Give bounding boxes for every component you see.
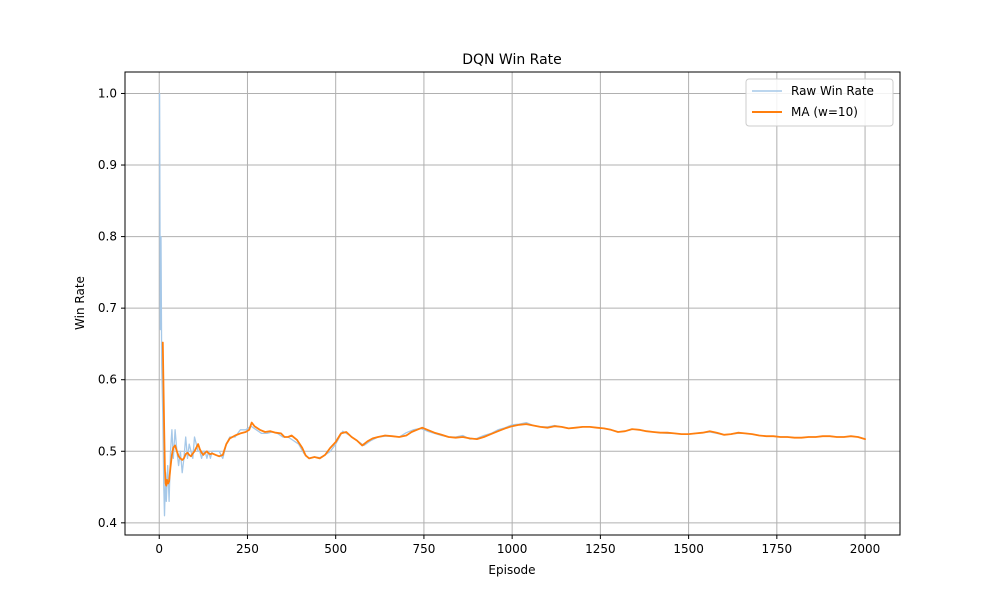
series-lines [158, 92, 866, 517]
x-tick-label: 0 [155, 542, 163, 556]
y-tick-label: 0.4 [98, 516, 117, 530]
y-axis-label: Win Rate [73, 276, 87, 330]
y-tick-label: 0.5 [98, 444, 117, 458]
x-tick-label: 1000 [497, 542, 528, 556]
x-axis-label: Episode [488, 563, 535, 577]
legend-box [745, 78, 894, 127]
legend-label-raw-win-rate: Raw Win Rate [791, 84, 874, 98]
x-tick-label: 1250 [585, 542, 616, 556]
axis-ticks: 0 250 500 750 1000 1250 1500 1750 2000 0.4 0.5 0.6 0… [98, 86, 880, 556]
x-tick-label: 2000 [850, 542, 881, 556]
x-tick-label: 1500 [673, 542, 704, 556]
x-tick-label: 250 [236, 542, 259, 556]
chart-title: DQN Win Rate [462, 52, 562, 68]
y-tick-label: 0.6 [98, 373, 117, 387]
x-tick-label: 1750 [762, 542, 793, 556]
y-tick-label: 0.9 [98, 158, 117, 172]
y-tick-label: 1.0 [98, 86, 117, 100]
y-tick-label: 0.8 [98, 230, 117, 244]
x-tick-label: 500 [324, 542, 347, 556]
moving-average-line [161, 341, 866, 487]
grid-lines [125, 72, 900, 535]
y-tick-label: 0.7 [98, 301, 117, 315]
legend-label-ma: MA (w=10) [791, 105, 858, 119]
x-tick-label: 750 [412, 542, 435, 556]
legend: Raw Win Rate MA (w=10) [745, 78, 894, 127]
